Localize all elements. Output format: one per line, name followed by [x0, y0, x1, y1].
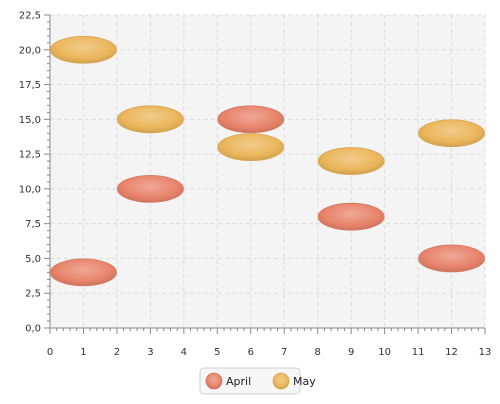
legend-box: [199, 367, 301, 395]
legend-label-april: April: [226, 375, 251, 388]
data-point-may: [217, 133, 285, 162]
x-tick-label: 2: [114, 347, 120, 358]
axis-layer: 0,02,55,07,510,012,515,017,520,022,50 1 2 3…: [19, 11, 492, 359]
y-tick-label: 2,5: [25, 289, 41, 300]
data-point-april: [217, 105, 285, 134]
x-tick-label: 7: [281, 347, 287, 358]
data-point-april: [116, 174, 184, 203]
data-point-may: [116, 105, 184, 134]
data-point-may: [317, 147, 385, 175]
y-tick-label: 0,0: [25, 324, 41, 335]
x-tick-label: 8: [315, 347, 321, 358]
y-tick-label: 20,0: [19, 45, 41, 56]
x-tick-label: 3: [147, 347, 153, 358]
y-tick-label: 5,0: [25, 254, 41, 265]
y-tick-label: 10,0: [19, 184, 41, 195]
x-tick-label: 1: [80, 347, 86, 358]
legend-marker-may: [272, 372, 290, 390]
y-tick-label: 17,5: [19, 80, 41, 91]
y-tick-label: 22,5: [19, 11, 41, 22]
x-tick-label: 9: [348, 347, 354, 358]
data-point-april: [317, 202, 385, 231]
x-tick-label: 10: [378, 347, 391, 358]
x-tick-label: 5: [214, 347, 220, 358]
legend-label-may: May: [293, 375, 316, 388]
points-layer: [50, 35, 485, 287]
x-tick-label: 4: [181, 347, 187, 358]
y-tick-label: 12,5: [19, 150, 41, 161]
legend: April May: [199, 367, 316, 395]
data-point-april: [418, 244, 485, 273]
x-tick-label: 13: [479, 347, 492, 358]
x-tick-label: 11: [412, 347, 425, 358]
y-tick-label: 15,0: [19, 115, 41, 126]
y-tick-label: 7,5: [25, 219, 41, 230]
data-point-may: [50, 35, 117, 64]
legend-marker-april: [205, 372, 223, 390]
x-tick-label: 6: [248, 347, 254, 358]
data-point-may: [418, 119, 485, 148]
data-point-april: [50, 258, 117, 287]
x-tick-label: 12: [445, 347, 458, 358]
plot-background: [50, 15, 485, 328]
x-tick-label: 0: [47, 347, 53, 358]
